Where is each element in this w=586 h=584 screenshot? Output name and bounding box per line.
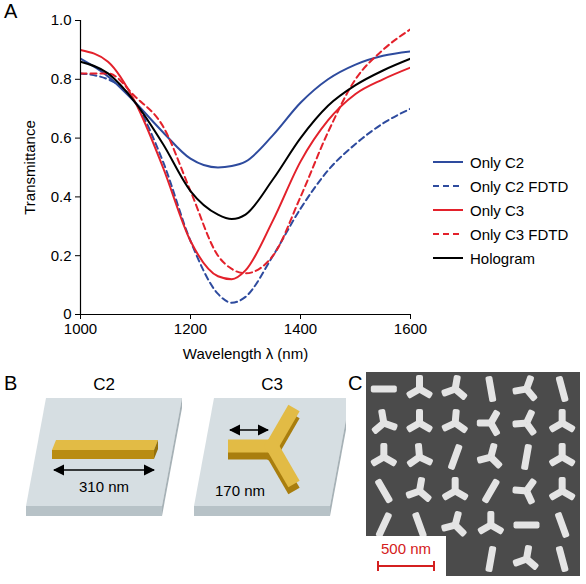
- svg-text:500 nm: 500 nm: [381, 540, 431, 557]
- html-text:Only C3 FDTD: Only C3 FDTD: [470, 225, 569, 243]
- html-text:Only C2: Only C2: [470, 153, 525, 171]
- svg-text:C: C: [348, 372, 362, 394]
- html-text:Hologram: Hologram: [470, 249, 535, 267]
- svg-text:0: 0: [63, 305, 72, 323]
- html-text:Only C3: Only C3: [470, 201, 525, 219]
- html-text:Only C2 FDTD: Only C2 FDTD: [470, 177, 569, 195]
- svg-text:C2: C2: [93, 375, 115, 394]
- svg-text:1.0: 1.0: [51, 11, 72, 28]
- svg-text:1200: 1200: [174, 320, 207, 337]
- svg-text:1000: 1000: [64, 320, 97, 337]
- svg-text:0.8: 0.8: [51, 70, 72, 87]
- svg-text:0.6: 0.6: [51, 129, 72, 146]
- svg-text:0.4: 0.4: [51, 188, 72, 205]
- svg-text:Wavelength λ (nm): Wavelength λ (nm): [183, 345, 308, 362]
- svg-text:C3: C3: [261, 375, 283, 394]
- svg-text:310 nm: 310 nm: [79, 478, 129, 495]
- svg-text:1600: 1600: [394, 320, 427, 337]
- html-text:A: A: [4, 0, 18, 22]
- svg-text:1400: 1400: [284, 320, 317, 337]
- svg-text:170 nm: 170 nm: [215, 482, 265, 499]
- svg-text:B: B: [4, 372, 17, 394]
- svg-text:0.2: 0.2: [51, 247, 72, 264]
- svg-text:Transmittance: Transmittance: [21, 120, 38, 214]
